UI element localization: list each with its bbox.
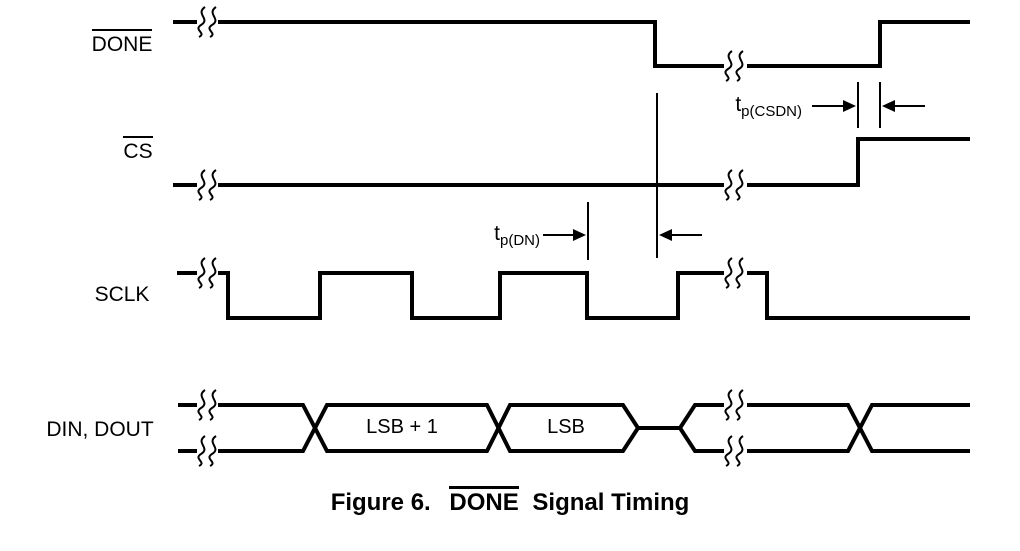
sclk-waveform: [177, 271, 970, 320]
signal-label-sclk: SCLK: [94, 283, 150, 306]
tp-dn-arrows: [543, 229, 702, 241]
break-mark-icon: [208, 169, 217, 201]
break-mark-icon: [724, 435, 733, 467]
timing-label-tp-csdn: tp(CSDN): [735, 93, 802, 121]
timing-label-tp-dn: tp(DN): [494, 222, 540, 250]
break-mark-icon: [208, 257, 217, 289]
signal-label-cs: CS: [102, 136, 174, 163]
arrow-left-icon: [882, 100, 895, 112]
break-mark-icon: [208, 435, 217, 467]
break-mark-icon: [197, 389, 206, 421]
reference-lines: [587, 82, 881, 260]
cs-waveform: [173, 137, 970, 187]
signal-label-done: DONE: [86, 29, 158, 56]
caption-rest: Signal Timing: [532, 489, 690, 516]
tp-csdn-arrows: [812, 100, 925, 112]
break-mark-icon: [735, 257, 744, 289]
break-mark-icon: [735, 389, 744, 421]
break-mark-icon: [724, 50, 733, 82]
done-waveform: [173, 20, 970, 68]
break-mark-icon: [724, 389, 733, 421]
break-mark-icon: [724, 257, 733, 289]
break-mark-icon: [197, 435, 206, 467]
break-mark-icon: [197, 6, 206, 38]
caption-done-overline-text: DONE: [449, 486, 519, 515]
din-dout-waveform: [178, 403, 970, 453]
break-mark-icon: [735, 169, 744, 201]
break-mark-icon: [735, 50, 744, 82]
break-mark-icon: [197, 257, 206, 289]
done-overline-text: DONE: [91, 29, 153, 55]
arrow-right-icon: [843, 100, 856, 112]
break-mark-icon: [735, 435, 744, 467]
caption-figure-number: Figure 6.: [330, 489, 431, 516]
arrow-right-icon: [573, 229, 586, 241]
figure-caption: Figure 6. DONE Signal Timing: [0, 486, 1020, 517]
cs-overline-text: CS: [123, 136, 153, 162]
break-mark-icon: [197, 169, 206, 201]
break-mark-icon: [724, 169, 733, 201]
signal-label-din-dout: DIN, DOUT: [46, 418, 154, 441]
bus-label-lsb-plus-1: LSB + 1: [366, 416, 438, 438]
arrow-left-icon: [659, 229, 672, 241]
bus-label-lsb: LSB: [547, 416, 585, 438]
break-mark-icon: [208, 6, 217, 38]
break-mark-icon: [208, 389, 217, 421]
